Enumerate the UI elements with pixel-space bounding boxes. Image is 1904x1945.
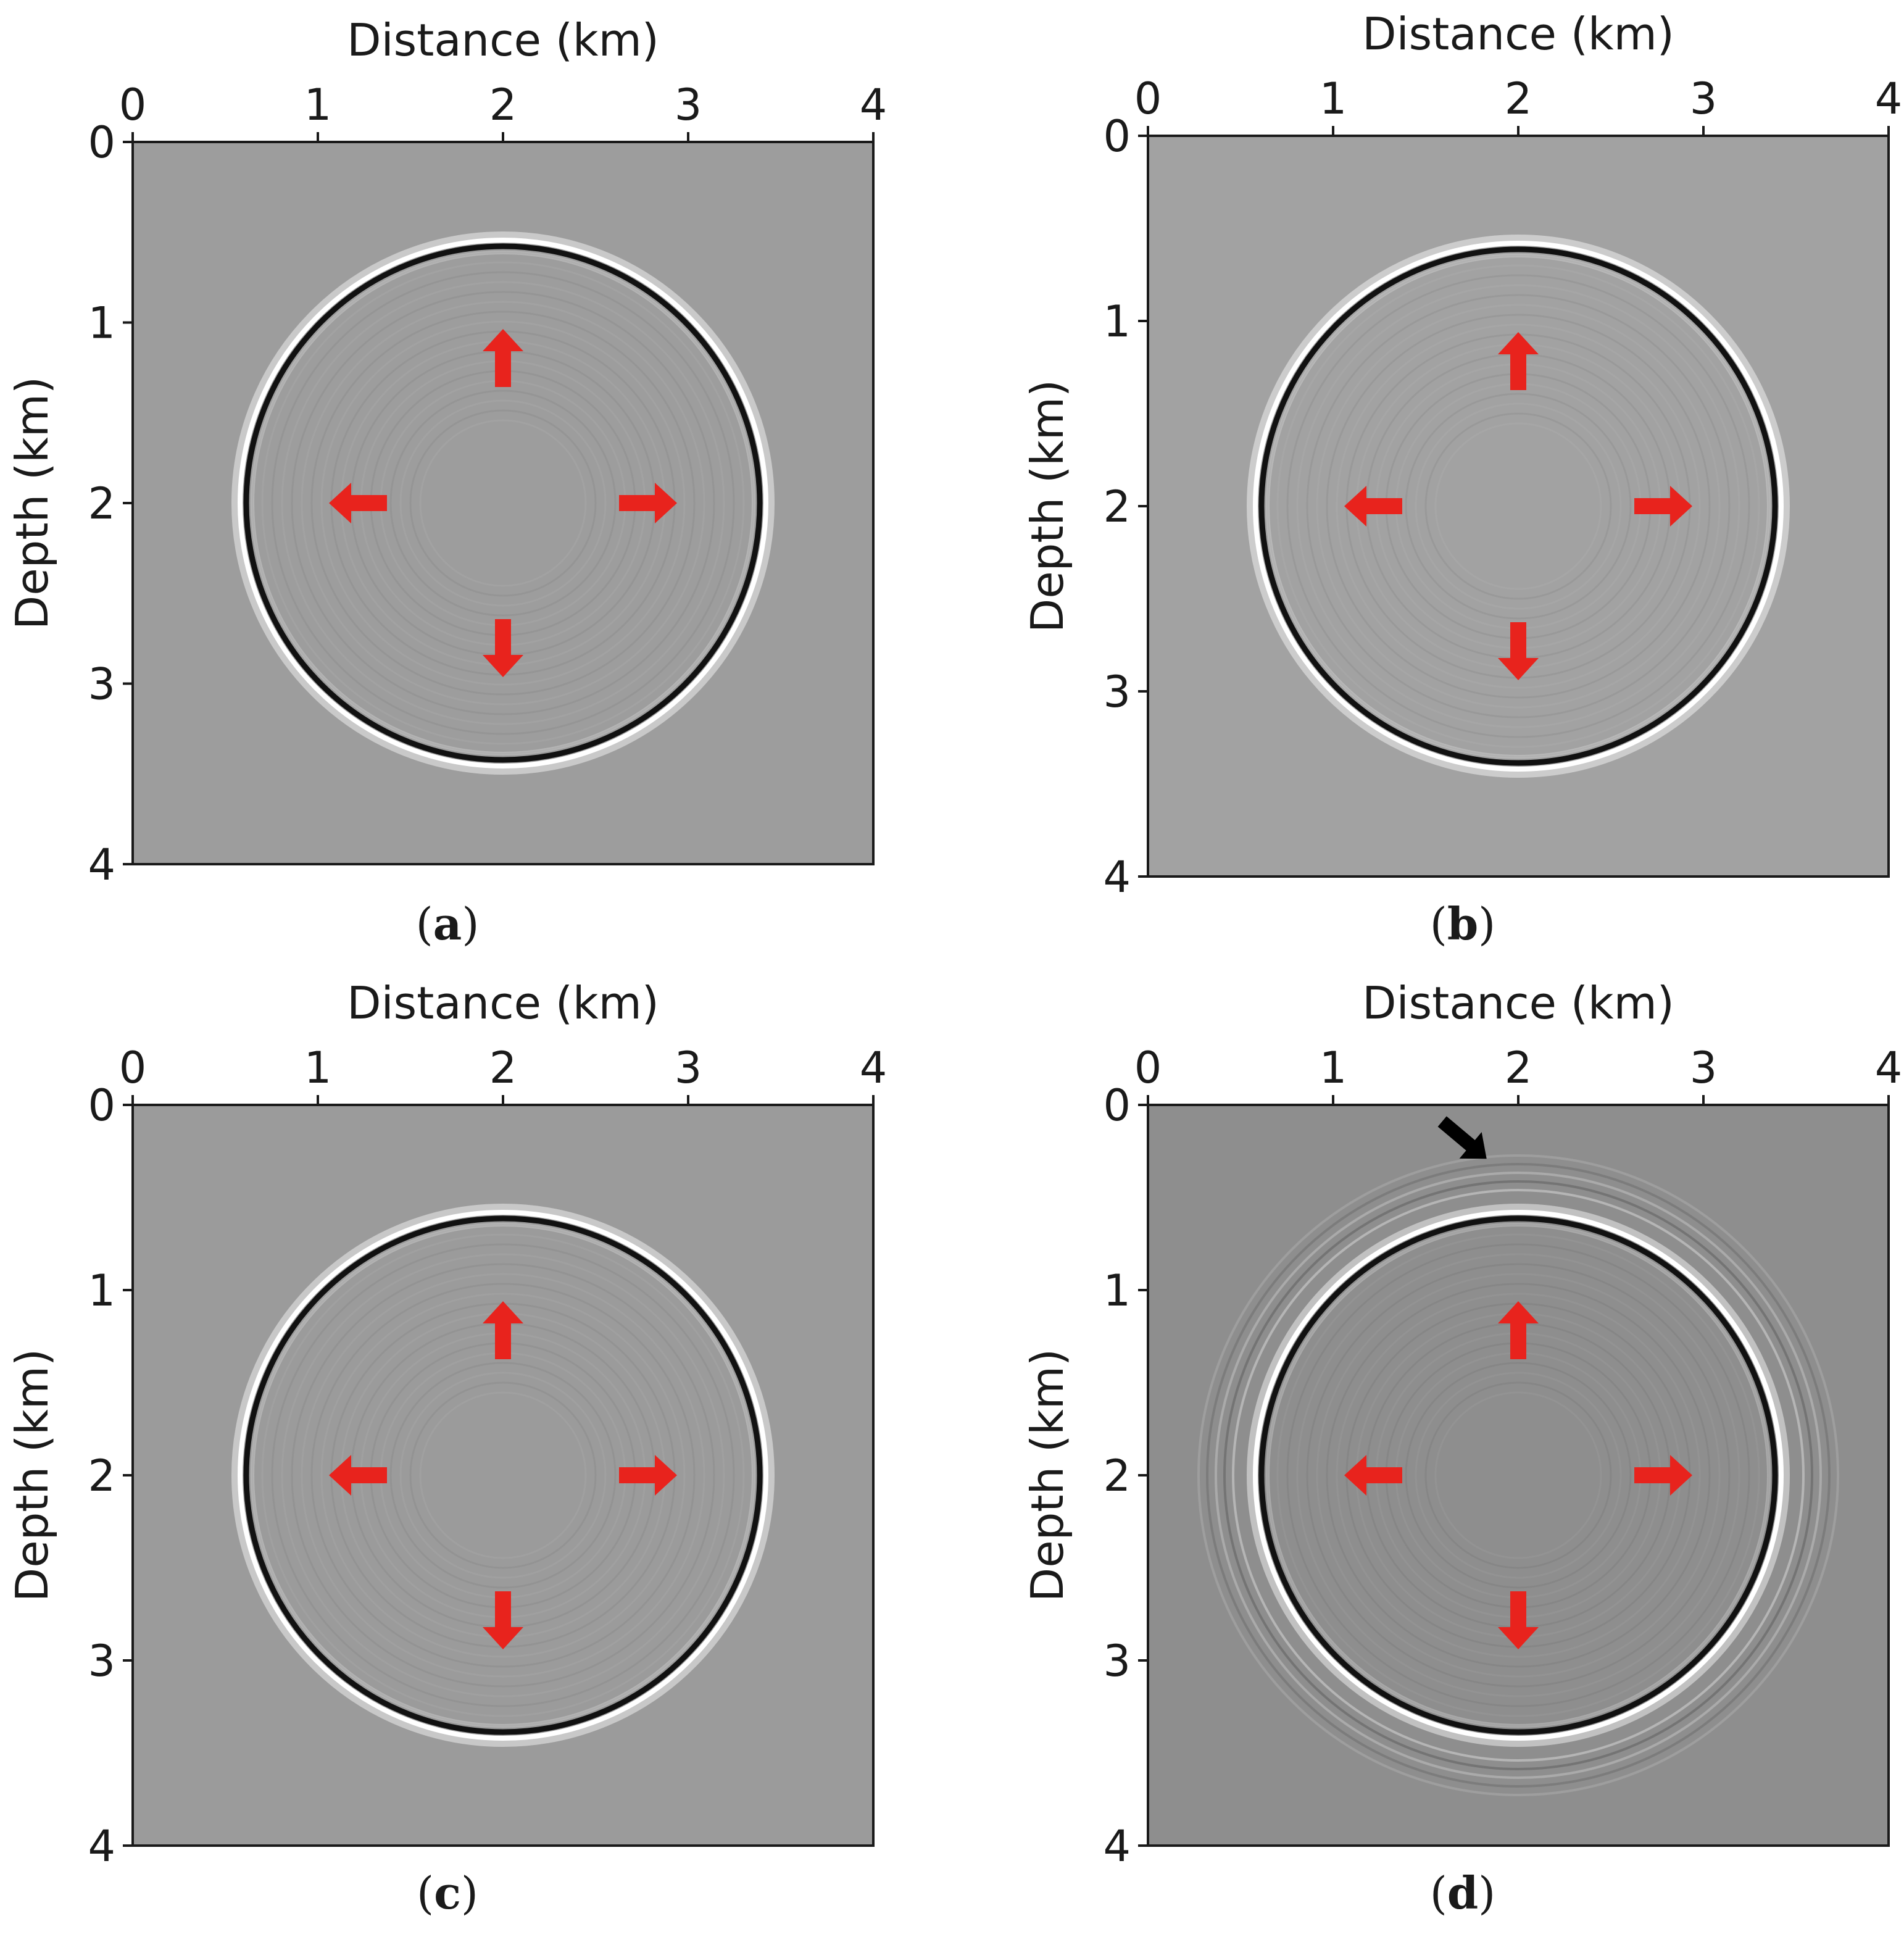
- x-tick-label: 3: [1690, 73, 1718, 124]
- x-axis-title: Distance (km): [347, 977, 659, 1029]
- y-tick-label: 0: [1103, 111, 1131, 162]
- x-tick-label: 0: [1134, 1043, 1162, 1093]
- x-axis: 0 1 2 3 4 Distance (km): [1134, 977, 1903, 1105]
- x-tick-label: 2: [489, 1043, 517, 1093]
- y-axis-title: Depth (km): [6, 377, 58, 630]
- x-tick-label: 1: [1320, 73, 1347, 124]
- arrow-down-icon: [1498, 622, 1539, 680]
- arrow-left-icon: [1344, 1455, 1402, 1496]
- x-tick-label: 3: [675, 80, 702, 130]
- y-tick-label: 1: [1103, 1265, 1131, 1316]
- panel-a: 0 1 2 3 4 Distance (km) 0 1 2 3 4 Depth (km) (a): [6, 14, 887, 950]
- panel-caption: (d): [1430, 1867, 1496, 1919]
- arrow-left-icon: [329, 483, 387, 523]
- y-tick-label: 3: [1103, 1636, 1131, 1686]
- arrow-left-icon: [329, 1455, 387, 1496]
- x-axis-title: Distance (km): [1362, 977, 1674, 1029]
- x-axis-title: Distance (km): [1362, 8, 1674, 60]
- y-tick-label: 4: [88, 1821, 115, 1872]
- wavefront-ring: [1247, 1204, 1790, 1747]
- y-axis: 0 1 2 3 4 Depth (km): [1021, 111, 1148, 902]
- y-tick-label: 1: [88, 298, 115, 349]
- x-axis: 0 1 2 3 4 Distance (km): [119, 14, 888, 142]
- x-tick-label: 0: [119, 1043, 147, 1093]
- x-tick-label: 2: [1505, 1043, 1532, 1093]
- x-tick-label: 4: [1875, 73, 1903, 124]
- x-tick-label: 0: [119, 80, 147, 130]
- x-axis: 0 1 2 3 4 Distance (km): [119, 977, 888, 1105]
- x-tick-label: 2: [1505, 73, 1532, 124]
- y-tick-label: 4: [1103, 852, 1131, 902]
- arrow-down-icon: [1498, 1591, 1539, 1649]
- wavefront-ring: [231, 1204, 775, 1747]
- x-tick-label: 4: [860, 80, 888, 130]
- y-tick-label: 2: [88, 1451, 115, 1501]
- plot-background: [133, 142, 873, 864]
- arrow-right-icon: [1634, 486, 1692, 527]
- y-axis: 0 1 2 3 4 Depth (km): [1021, 1080, 1148, 1872]
- y-tick-label: 3: [1103, 667, 1131, 717]
- x-tick-label: 0: [1134, 73, 1162, 124]
- y-tick-label: 4: [1103, 1821, 1131, 1872]
- panel-caption: (a): [416, 898, 480, 950]
- x-tick-label: 1: [304, 80, 332, 130]
- y-tick-label: 2: [1103, 481, 1131, 532]
- x-tick-label: 2: [489, 80, 517, 130]
- arrow-down-icon: [483, 619, 523, 677]
- y-tick-label: 4: [88, 839, 115, 890]
- arrow-right-icon: [619, 1455, 677, 1496]
- x-tick-label: 4: [860, 1043, 888, 1093]
- plot-background: [133, 1105, 873, 1846]
- propagation-arrows: [329, 329, 677, 677]
- y-axis: 0 1 2 3 4 Depth (km): [6, 117, 133, 890]
- plot-background: [1148, 1105, 1889, 1846]
- y-tick-label: 0: [88, 1080, 115, 1131]
- y-axis-title: Depth (km): [1021, 1349, 1073, 1602]
- y-tick-label: 3: [88, 659, 115, 710]
- x-axis-title: Distance (km): [347, 14, 659, 66]
- wavefront-ring: [1247, 235, 1790, 778]
- plot-background: [1148, 136, 1889, 877]
- arrow-right-icon: [619, 483, 677, 523]
- x-axis: 0 1 2 3 4 Distance (km): [1134, 8, 1903, 136]
- panel-c: 0 1 2 3 4 Distance (km) 0 1 2 3 4 Depth (km) (c): [6, 977, 887, 1919]
- y-tick-label: 2: [88, 478, 115, 529]
- x-tick-label: 1: [1320, 1043, 1347, 1093]
- propagation-arrows: [329, 1301, 677, 1649]
- arrow-down-icon: [483, 1591, 523, 1649]
- panel-d: 0 1 2 3 4 Distance (km) 0 1 2 3 4 Depth (km) (d): [1021, 977, 1902, 1919]
- arrow-left-icon: [1344, 486, 1402, 527]
- arrow-right-icon: [1634, 1455, 1692, 1496]
- wavefront-ring: [231, 231, 775, 775]
- y-tick-label: 0: [88, 117, 115, 168]
- panel-caption: (c): [417, 1867, 478, 1919]
- arrow-up-icon: [483, 1301, 523, 1359]
- arrow-up-icon: [1498, 1301, 1539, 1359]
- propagation-arrows: [1344, 332, 1692, 680]
- arrow-up-icon: [483, 329, 523, 387]
- x-tick-label: 3: [675, 1043, 702, 1093]
- y-tick-label: 1: [88, 1265, 115, 1316]
- panel-caption: (b): [1430, 898, 1496, 950]
- y-axis-title: Depth (km): [1021, 380, 1073, 633]
- propagation-arrows: [1344, 1301, 1692, 1649]
- x-tick-label: 1: [304, 1043, 332, 1093]
- precursor-rings: [1197, 1154, 1839, 1796]
- x-tick-label: 3: [1690, 1043, 1718, 1093]
- artifact-arrow-icon: [1437, 1116, 1487, 1159]
- y-tick-label: 2: [1103, 1451, 1131, 1501]
- y-axis-title: Depth (km): [6, 1349, 58, 1602]
- y-axis: 0 1 2 3 4 Depth (km): [6, 1080, 133, 1872]
- arrow-up-icon: [1498, 332, 1539, 390]
- y-tick-label: 0: [1103, 1080, 1131, 1131]
- x-tick-label: 4: [1875, 1043, 1903, 1093]
- panel-b: 0 1 2 3 4 Distance (km) 0 1 2 3 4 Depth (km) (b): [1021, 8, 1902, 950]
- y-tick-label: 1: [1103, 296, 1131, 347]
- y-tick-label: 3: [88, 1636, 115, 1686]
